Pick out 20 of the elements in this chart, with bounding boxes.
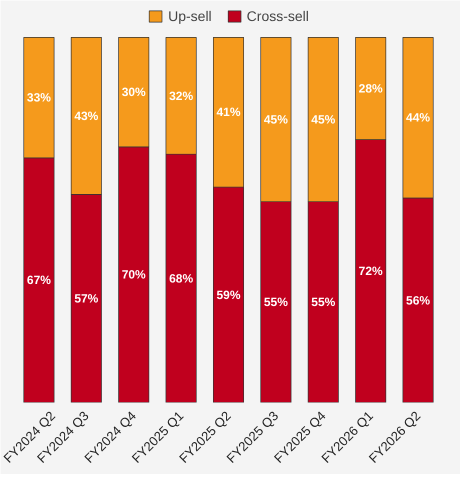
data-label: 32% (169, 88, 194, 103)
data-label: 45% (264, 112, 288, 127)
data-label: 57% (74, 291, 99, 306)
legend-label: Up-sell (168, 8, 212, 24)
data-label: 72% (358, 264, 384, 278)
data-label: 67% (26, 273, 52, 288)
data-label: 33% (26, 90, 52, 105)
data-label: 28% (358, 81, 384, 96)
data-label: 45% (311, 112, 336, 127)
data-label: 30% (122, 85, 146, 100)
data-label: 41% (216, 105, 241, 120)
data-label: 56% (406, 293, 430, 308)
data-label: 55% (311, 295, 336, 310)
data-label: 59% (216, 288, 241, 302)
data-label: 70% (122, 268, 146, 282)
data-label: 44% (406, 110, 430, 125)
data-label: 68% (169, 271, 194, 286)
data-label: 43% (74, 108, 99, 123)
data-label: 55% (264, 295, 288, 310)
legend-label: Cross-sell (246, 8, 309, 24)
